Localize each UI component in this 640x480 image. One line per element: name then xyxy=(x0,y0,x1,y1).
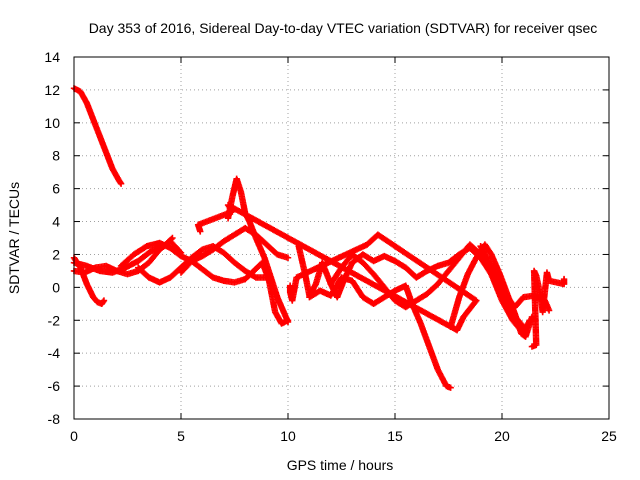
data-point xyxy=(284,318,292,326)
series-s1 xyxy=(70,85,125,187)
data-point xyxy=(197,228,204,235)
series-s10 xyxy=(306,274,454,391)
grid xyxy=(74,57,609,419)
x-tick-label: 5 xyxy=(177,428,185,444)
y-tick-label: -6 xyxy=(48,378,61,394)
data-point xyxy=(560,275,568,283)
series-s14 xyxy=(528,267,568,350)
x-tick-label: 25 xyxy=(601,428,617,444)
y-tick-label: 6 xyxy=(52,181,60,197)
y-axis-label: SDTVAR / TECUs xyxy=(6,182,22,294)
data-point xyxy=(168,235,175,243)
data-point xyxy=(100,297,108,304)
data-point xyxy=(447,384,454,391)
axis-ticks xyxy=(73,56,610,420)
series-s6 xyxy=(135,243,270,286)
y-tick-label: 0 xyxy=(52,279,60,295)
chart-title: Day 353 of 2016, Sidereal Day-to-day VTE… xyxy=(89,20,598,36)
y-tick-label: 4 xyxy=(52,214,60,230)
series-s7 xyxy=(177,257,292,327)
x-tick-label: 20 xyxy=(494,428,510,444)
y-tick-label: 2 xyxy=(52,246,60,262)
x-tick-label: 15 xyxy=(387,428,403,444)
plot-frame xyxy=(73,56,610,420)
data-point xyxy=(284,254,292,261)
data-point xyxy=(117,180,125,187)
data-markers xyxy=(70,85,568,391)
y-tick-label: -8 xyxy=(48,411,61,427)
x-tick-label: 10 xyxy=(280,428,296,444)
y-tick-label: 12 xyxy=(44,82,60,98)
y-tick-label: 14 xyxy=(44,49,60,65)
x-tick-label: 0 xyxy=(70,428,78,444)
axis-tick-labels: 0 5 10 15 20 25 -8 -6 -4 -2 0 2 4 6 8 10 12 14 xyxy=(44,49,617,444)
series-s8 xyxy=(224,175,292,326)
data-point xyxy=(169,234,176,242)
y-tick-label: -2 xyxy=(48,312,61,328)
data-point xyxy=(545,307,553,314)
x-axis-label: GPS time / hours xyxy=(287,457,394,473)
y-tick-label: -4 xyxy=(48,345,61,361)
series-s15 xyxy=(194,201,480,334)
y-tick-label: 10 xyxy=(44,115,60,131)
y-tick-label: 8 xyxy=(52,148,60,164)
